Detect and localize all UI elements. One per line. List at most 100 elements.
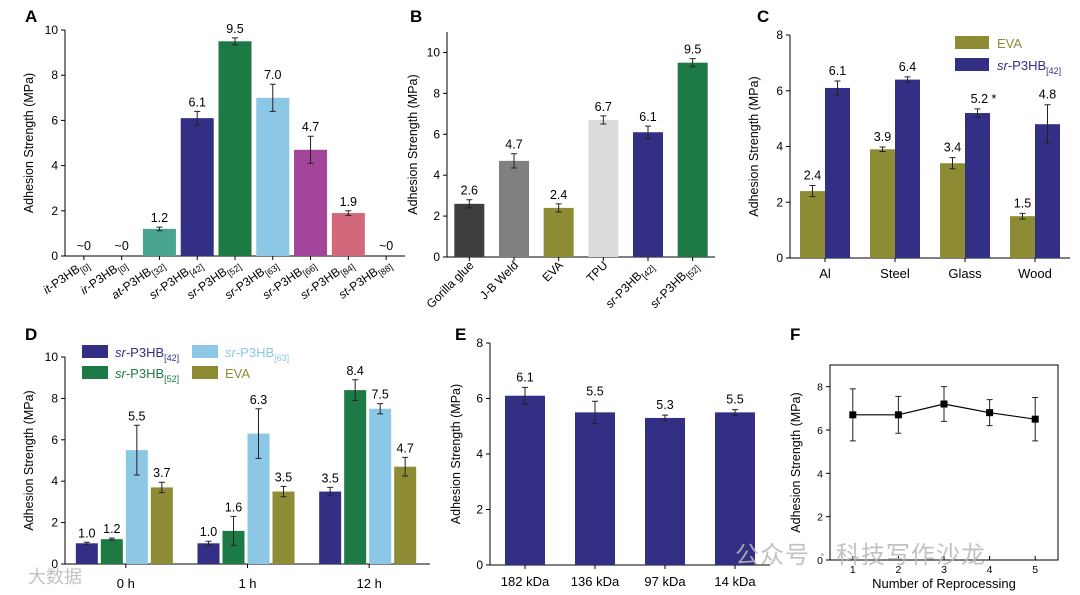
data-label: 5.5 (128, 409, 145, 423)
y-tick-label: 8 (51, 391, 58, 405)
bar (633, 132, 663, 257)
error-bar (377, 403, 384, 415)
error-bar (194, 110, 201, 126)
error-bar (1044, 104, 1051, 145)
error-bar (133, 424, 140, 476)
y-tick-label: 0 (476, 558, 483, 572)
data-label: 7.5 (371, 388, 388, 402)
y-tick-label: 4 (776, 140, 783, 154)
bar (331, 213, 365, 256)
watermark-left: 大数据 (28, 567, 82, 588)
data-label: 6.1 (639, 110, 656, 124)
data-label: 4.7 (505, 138, 522, 152)
x-tick-label: Steel (880, 266, 910, 281)
data-label: 6.1 (516, 370, 533, 384)
bar (677, 62, 708, 257)
x-tick-label: Gorilla glue (424, 258, 477, 311)
panel-F: F 0 2 4 6 8 Adhesion Strength (MPa) 1 2 3 4 5 Number… (789, 325, 1059, 591)
bar (1010, 216, 1035, 258)
error-bar (879, 146, 886, 153)
y-axis-label: Adhesion Strength (MPa) (747, 76, 761, 216)
error-bar (205, 540, 212, 546)
x-tick-label: 1 h (238, 576, 256, 591)
data-label: 3.9 (874, 130, 891, 144)
bar (222, 530, 245, 564)
x-tick-label: TPU (584, 258, 611, 285)
x-tick-label: 182 kDa (501, 574, 550, 589)
data-label: 4.8 (1039, 88, 1056, 102)
x-tick-label: J-B Weld (477, 258, 521, 302)
data-label: 1.2 (151, 211, 168, 225)
x-tick-label: 97 kDa (644, 574, 686, 589)
bar (344, 390, 367, 564)
bar (715, 412, 755, 565)
data-label: 6.7 (595, 100, 612, 114)
error-bar (732, 409, 738, 416)
y-tick-label: 6 (433, 127, 440, 141)
x-tick-label: 14 kDa (714, 574, 756, 589)
bar (100, 539, 123, 564)
bar (125, 450, 148, 564)
data-label: 8.4 (346, 364, 363, 378)
legend-swatch (192, 345, 218, 358)
bar (1035, 124, 1060, 258)
error-bar (156, 226, 163, 232)
bar (800, 191, 825, 258)
data-label: 4.7 (302, 120, 319, 134)
y-tick-label: 6 (51, 113, 58, 127)
error-bar (466, 199, 473, 209)
bar (505, 395, 545, 565)
y-tick-label: 6 (776, 84, 783, 98)
data-label: 6.4 (899, 60, 916, 74)
y-tick-label: 2 (51, 204, 58, 218)
panel-label: F (790, 325, 800, 344)
y-tick-label: 4 (817, 468, 823, 480)
panel-label: A (25, 7, 37, 26)
error-bar (662, 414, 668, 422)
data-label: 3.7 (153, 466, 170, 480)
x-tick-label: 136 kDa (571, 574, 620, 589)
error-bar (232, 37, 238, 46)
y-tick-label: 6 (817, 425, 823, 437)
error-bar (974, 108, 981, 118)
bar (575, 412, 615, 565)
x-axis-label: Number of Reprocessing (872, 576, 1016, 591)
data-label: 9.5 (226, 22, 243, 36)
error-bar (689, 58, 696, 68)
bar (543, 207, 574, 257)
y-tick-label: 4 (433, 168, 440, 182)
x-tick-label: 5 (1032, 564, 1038, 576)
x-tick-label: 4 (987, 564, 993, 576)
error-bar (83, 541, 90, 545)
data-point (849, 411, 857, 419)
y-tick-label: 10 (45, 350, 59, 364)
data-label: ~0 (115, 239, 129, 253)
y-tick-label: 0 (51, 249, 58, 263)
bar (870, 149, 895, 258)
y-tick-label: 2 (51, 516, 58, 530)
y-tick-label: 2 (433, 209, 440, 223)
bar (394, 466, 417, 564)
data-label: 6.3 (250, 393, 267, 407)
x-tick-label: Al (819, 266, 831, 281)
legend-label: EVA (997, 36, 1022, 51)
panel-label: B (410, 7, 422, 26)
y-tick-label: 8 (476, 336, 483, 350)
bar (142, 228, 176, 256)
legend-swatch (82, 345, 108, 358)
data-label: 7.0 (264, 68, 281, 82)
x-tick-label: sr-P3HB[42] (603, 258, 658, 313)
bar (454, 203, 485, 257)
y-tick-label: 0 (776, 251, 783, 265)
panel-B: B 0 2 4 6 8 10 Adhesion Strength (MPa) 2.6 Gorill… (406, 7, 715, 313)
y-axis-label: Adhesion Strength (MPa) (449, 384, 463, 524)
bar (645, 417, 685, 565)
data-label: 6.1 (829, 64, 846, 78)
bar (825, 87, 850, 259)
bar (294, 149, 328, 256)
data-label: 1.2 (103, 522, 120, 536)
y-axis-label: Adhesion Strength (MPa) (406, 74, 420, 214)
y-axis-label: Adhesion Strength (MPa) (22, 73, 36, 213)
